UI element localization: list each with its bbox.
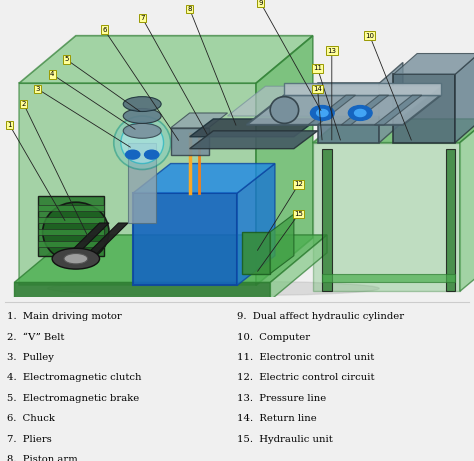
Ellipse shape	[123, 108, 161, 124]
Polygon shape	[38, 217, 104, 223]
Polygon shape	[256, 35, 313, 285]
Polygon shape	[308, 95, 356, 125]
Polygon shape	[446, 149, 455, 291]
Polygon shape	[393, 74, 455, 143]
Text: 2: 2	[21, 101, 26, 107]
Polygon shape	[322, 273, 455, 283]
Polygon shape	[393, 53, 474, 74]
Polygon shape	[242, 232, 270, 273]
Circle shape	[310, 106, 334, 120]
Circle shape	[348, 106, 372, 120]
Text: 9: 9	[258, 0, 263, 6]
Ellipse shape	[114, 116, 171, 170]
Text: 11.  Electronic control unit: 11. Electronic control unit	[237, 353, 374, 362]
Ellipse shape	[121, 122, 164, 164]
Circle shape	[317, 109, 328, 117]
Text: 4: 4	[50, 71, 55, 77]
Text: 1: 1	[7, 122, 12, 128]
Polygon shape	[85, 223, 128, 256]
Polygon shape	[171, 113, 228, 128]
Text: 13.  Pressure line: 13. Pressure line	[237, 394, 326, 403]
Polygon shape	[190, 119, 318, 137]
Polygon shape	[190, 131, 318, 149]
Polygon shape	[128, 143, 156, 223]
Polygon shape	[374, 95, 422, 125]
Polygon shape	[38, 241, 104, 247]
Polygon shape	[38, 196, 104, 256]
Circle shape	[355, 109, 366, 117]
Polygon shape	[38, 205, 104, 211]
Polygon shape	[133, 193, 237, 285]
Text: 12.  Electric control circuit: 12. Electric control circuit	[237, 373, 374, 383]
Ellipse shape	[52, 248, 100, 269]
Text: 15.  Hydraulic unit: 15. Hydraulic unit	[237, 435, 333, 444]
Polygon shape	[228, 86, 441, 116]
Text: 8: 8	[187, 6, 192, 12]
Text: 11: 11	[313, 65, 322, 71]
Text: 10.  Computer: 10. Computer	[237, 332, 310, 342]
Polygon shape	[171, 128, 209, 154]
Polygon shape	[246, 95, 441, 125]
Polygon shape	[237, 164, 275, 285]
Text: 6.  Chuck: 6. Chuck	[7, 414, 55, 423]
Text: 1.  Main driving motor: 1. Main driving motor	[7, 312, 122, 321]
Polygon shape	[313, 143, 460, 291]
Polygon shape	[14, 283, 270, 300]
Text: 10: 10	[365, 33, 374, 39]
Text: 7: 7	[140, 15, 145, 21]
Text: 5.  Electromagnetic brake: 5. Electromagnetic brake	[7, 394, 139, 403]
Text: 13: 13	[328, 47, 336, 53]
Polygon shape	[270, 214, 294, 273]
Text: 3: 3	[36, 86, 40, 92]
Ellipse shape	[270, 97, 299, 124]
Ellipse shape	[64, 254, 88, 264]
Polygon shape	[318, 83, 379, 143]
Polygon shape	[322, 149, 332, 291]
Text: 15: 15	[294, 211, 303, 217]
Polygon shape	[133, 164, 275, 193]
Text: 12: 12	[294, 181, 303, 187]
Circle shape	[145, 150, 159, 159]
Circle shape	[126, 150, 140, 159]
Polygon shape	[341, 95, 389, 125]
Ellipse shape	[47, 281, 379, 296]
Polygon shape	[455, 53, 474, 143]
Polygon shape	[19, 35, 313, 83]
Polygon shape	[313, 119, 474, 143]
Text: 14.  Return line: 14. Return line	[237, 414, 317, 423]
Polygon shape	[66, 223, 109, 256]
Text: 6: 6	[102, 27, 107, 33]
Polygon shape	[460, 119, 474, 291]
Polygon shape	[270, 235, 327, 300]
Text: 14: 14	[313, 86, 322, 92]
Text: 2.  “V” Belt: 2. “V” Belt	[7, 332, 64, 342]
Text: 7.  Pliers: 7. Pliers	[7, 435, 52, 444]
Polygon shape	[19, 83, 256, 285]
Text: 8.  Piston arm: 8. Piston arm	[7, 455, 78, 461]
Polygon shape	[14, 235, 327, 283]
Text: 4.  Electromagnetic clutch: 4. Electromagnetic clutch	[7, 373, 142, 383]
Ellipse shape	[123, 124, 161, 138]
Ellipse shape	[43, 202, 109, 262]
Text: 9.  Dual affect hydraulic cylinder: 9. Dual affect hydraulic cylinder	[237, 312, 404, 321]
Polygon shape	[284, 83, 441, 95]
Text: 5: 5	[64, 56, 69, 63]
Ellipse shape	[123, 97, 161, 112]
Text: 3.  Pulley: 3. Pulley	[7, 353, 54, 362]
Polygon shape	[379, 62, 403, 143]
Polygon shape	[38, 229, 104, 235]
